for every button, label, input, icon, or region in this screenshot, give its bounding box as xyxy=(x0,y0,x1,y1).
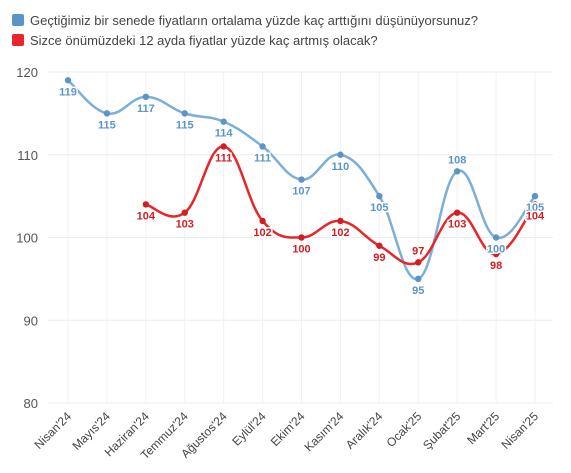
series-line-0 xyxy=(66,79,537,281)
legend-label-past: Geçtiğimiz bir senede fiyatların ortalam… xyxy=(30,12,479,28)
data-label-s1-11: 98 xyxy=(490,260,502,272)
point-s0-2 xyxy=(142,93,150,101)
data-label-s1-12: 104 xyxy=(526,210,545,222)
data-label-s1-3: 103 xyxy=(176,219,194,231)
y-tick-label-100: 100 xyxy=(16,231,38,246)
data-labels: 1191151171151141111071101059510810010510… xyxy=(58,85,547,299)
point-s0-11 xyxy=(492,234,500,241)
point-s0-12 xyxy=(531,192,539,200)
point-s1-5 xyxy=(259,217,266,225)
x-tick-label-7: Kasım'24 xyxy=(302,409,347,454)
point-s1-3 xyxy=(181,209,188,216)
x-tick-label-12: Nisan'25 xyxy=(498,409,541,452)
data-label-s0-2: 117 xyxy=(137,103,155,115)
legend-item-past: Geçtiğimiz bir senede fiyatların ortalam… xyxy=(12,10,478,30)
x-axis: Nisan'24Mayıs'24Haziran'24Temmuz'24Ağust… xyxy=(31,409,541,462)
point-s0-0 xyxy=(64,77,72,84)
point-s0-7 xyxy=(337,151,344,158)
point-s1-11 xyxy=(492,250,500,258)
data-label-s1-2: 104 xyxy=(137,210,156,222)
data-label-s0-7: 110 xyxy=(332,161,350,173)
x-tick-label-8: Aralık'24 xyxy=(343,409,386,452)
data-label-s1-9: 97 xyxy=(412,245,424,257)
data-label-s0-10: 108 xyxy=(448,154,466,166)
x-tick-label-0: Nisan'24 xyxy=(31,409,74,452)
point-s0-9 xyxy=(415,275,422,283)
x-tick-label-9: Ocak'25 xyxy=(384,409,425,450)
y-axis: 80 90 100 110 120 xyxy=(16,65,38,411)
legend-item-future: Sizce önümüzdeki 12 ayda fiyatlar yüzde … xyxy=(12,30,478,50)
point-s0-6 xyxy=(298,176,305,183)
x-tick-label-10: Şubat'25 xyxy=(420,409,463,452)
point-s1-8 xyxy=(376,242,383,249)
data-label-s0-6: 107 xyxy=(292,186,310,198)
y-tick-label-110: 110 xyxy=(17,148,38,163)
point-s0-3 xyxy=(181,110,188,117)
data-label-s1-8: 99 xyxy=(373,252,385,264)
point-s0-4 xyxy=(220,118,227,125)
x-tick-label-11: Mart'25 xyxy=(464,409,502,447)
data-label-s0-12: 105 xyxy=(526,202,544,214)
data-label-s0-11: 100 xyxy=(487,244,505,256)
data-label-s0-8: 105 xyxy=(370,202,388,214)
data-label-s0-0: 119 xyxy=(59,86,77,98)
chart-grid xyxy=(48,71,553,404)
y-tick-label-120: 120 xyxy=(16,65,38,80)
data-label-s1-6: 100 xyxy=(292,244,310,256)
point-s1-4 xyxy=(220,143,227,150)
point-s1-6 xyxy=(298,234,305,241)
legend-swatch-future xyxy=(12,34,24,46)
data-label-s0-5: 111 xyxy=(254,152,271,164)
point-s0-1 xyxy=(103,110,111,117)
y-tick-label-80: 80 xyxy=(24,396,38,411)
data-label-s0-3: 115 xyxy=(176,119,194,131)
legend-swatch-past xyxy=(12,14,24,26)
point-s1-2 xyxy=(142,201,150,208)
legend-label-future: Sizce önümüzdeki 12 ayda fiyatlar yüzde … xyxy=(30,32,378,48)
data-label-s0-1: 115 xyxy=(98,119,116,131)
data-label-s0-9: 95 xyxy=(412,285,424,297)
data-label-s1-7: 102 xyxy=(331,227,349,239)
legend: Geçtiğimiz bir senede fiyatların ortalam… xyxy=(12,10,478,50)
point-s1-12 xyxy=(531,201,539,208)
y-tick-label-90: 90 xyxy=(24,313,38,328)
data-label-s0-4: 114 xyxy=(215,128,234,140)
data-label-s1-10: 103 xyxy=(448,219,466,231)
data-label-s1-4: 111 xyxy=(215,152,232,164)
x-tick-label-5: Eylül'24 xyxy=(229,409,269,449)
point-s0-8 xyxy=(376,192,383,200)
point-s1-10 xyxy=(453,209,461,216)
series-points xyxy=(64,77,539,283)
point-s0-5 xyxy=(259,143,266,150)
point-s1-7 xyxy=(337,217,344,225)
point-s0-10 xyxy=(453,168,461,175)
data-label-s1-5: 102 xyxy=(253,227,271,239)
point-s1-9 xyxy=(415,259,422,266)
